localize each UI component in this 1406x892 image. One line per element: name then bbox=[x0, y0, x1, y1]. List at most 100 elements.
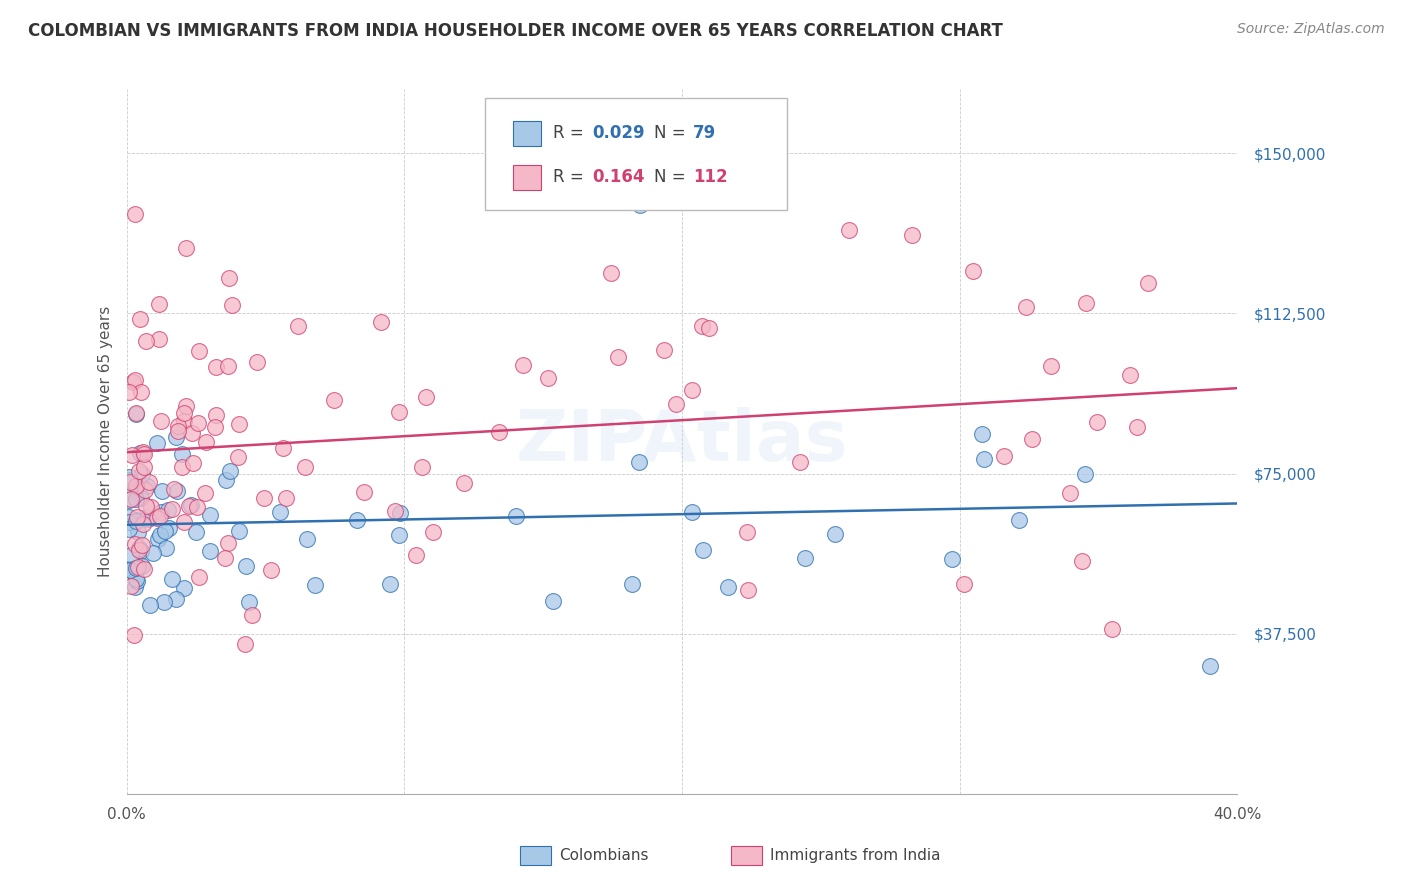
Point bbox=[838, 223, 860, 237]
Point bbox=[219, 464, 242, 478]
Point bbox=[411, 459, 433, 474]
Point bbox=[125, 514, 148, 528]
Point bbox=[388, 405, 411, 419]
Point bbox=[132, 445, 155, 459]
Point bbox=[186, 500, 208, 515]
Point bbox=[139, 598, 162, 612]
Text: 0.029: 0.029 bbox=[592, 124, 644, 142]
Point bbox=[737, 582, 759, 597]
Point bbox=[118, 516, 141, 530]
Point bbox=[180, 498, 202, 512]
Point bbox=[118, 483, 141, 497]
Point bbox=[146, 436, 169, 450]
Point bbox=[378, 577, 401, 591]
Point bbox=[124, 580, 146, 594]
Point bbox=[205, 360, 228, 375]
Point bbox=[127, 560, 149, 574]
Point bbox=[134, 447, 156, 461]
Point bbox=[388, 506, 411, 520]
Point bbox=[124, 374, 146, 388]
Point bbox=[149, 504, 172, 518]
Point bbox=[1085, 415, 1108, 429]
Point bbox=[370, 315, 392, 329]
Point bbox=[1137, 276, 1160, 290]
Point bbox=[129, 491, 152, 506]
Point bbox=[124, 207, 146, 221]
Text: Source: ZipAtlas.com: Source: ZipAtlas.com bbox=[1237, 22, 1385, 37]
Point bbox=[665, 397, 688, 411]
Point bbox=[136, 512, 159, 526]
Point bbox=[127, 525, 149, 540]
Point bbox=[157, 503, 180, 517]
Point bbox=[973, 452, 995, 467]
Point bbox=[118, 562, 141, 576]
Point bbox=[794, 551, 817, 566]
Point bbox=[128, 541, 150, 556]
Point bbox=[163, 482, 186, 496]
Point bbox=[953, 577, 976, 591]
Point bbox=[422, 525, 444, 540]
Point bbox=[118, 384, 141, 399]
Point bbox=[149, 509, 172, 524]
Text: 112: 112 bbox=[693, 169, 728, 186]
Point bbox=[118, 522, 141, 536]
Point bbox=[735, 525, 758, 540]
Point bbox=[415, 390, 437, 404]
Point bbox=[512, 359, 534, 373]
Point bbox=[194, 434, 217, 449]
Point bbox=[607, 350, 630, 364]
Point bbox=[253, 491, 276, 506]
Point bbox=[135, 334, 157, 348]
Point bbox=[135, 479, 157, 493]
Point bbox=[1119, 368, 1142, 382]
Point bbox=[128, 543, 150, 558]
Point bbox=[120, 492, 142, 507]
Point bbox=[134, 460, 156, 475]
Point bbox=[505, 508, 527, 523]
Text: COLOMBIAN VS IMMIGRANTS FROM INDIA HOUSEHOLDER INCOME OVER 65 YEARS CORRELATION : COLOMBIAN VS IMMIGRANTS FROM INDIA HOUSE… bbox=[28, 22, 1002, 40]
Point bbox=[628, 455, 651, 469]
Text: R =: R = bbox=[553, 124, 589, 142]
Point bbox=[962, 264, 984, 278]
Point bbox=[188, 570, 211, 584]
Point bbox=[165, 430, 187, 444]
Point bbox=[132, 516, 155, 531]
Point bbox=[187, 344, 209, 359]
Point bbox=[537, 371, 560, 385]
Point bbox=[652, 343, 675, 358]
Point bbox=[124, 537, 146, 551]
Point bbox=[1015, 300, 1038, 314]
Point bbox=[1021, 432, 1043, 446]
Point bbox=[120, 475, 142, 489]
Point bbox=[717, 580, 740, 594]
Point bbox=[295, 532, 318, 546]
Point bbox=[166, 484, 188, 499]
Point bbox=[271, 441, 294, 455]
Text: R =: R = bbox=[553, 169, 589, 186]
Point bbox=[238, 595, 260, 609]
Point bbox=[173, 516, 195, 530]
Point bbox=[146, 511, 169, 525]
Point bbox=[124, 628, 146, 642]
Point bbox=[1126, 420, 1149, 434]
Point bbox=[150, 414, 173, 428]
Point bbox=[132, 562, 155, 576]
Point bbox=[628, 197, 651, 211]
Point bbox=[129, 384, 152, 399]
Point bbox=[131, 467, 153, 482]
Point bbox=[215, 473, 238, 487]
Point bbox=[128, 312, 150, 326]
Point bbox=[245, 355, 267, 369]
Point bbox=[174, 399, 197, 413]
Point bbox=[125, 407, 148, 421]
Point bbox=[170, 460, 193, 475]
Point bbox=[165, 592, 187, 607]
Point bbox=[146, 532, 169, 546]
Point bbox=[233, 637, 256, 651]
Point bbox=[177, 500, 200, 514]
Point bbox=[1073, 467, 1095, 482]
Point bbox=[1039, 359, 1062, 374]
Point bbox=[136, 509, 159, 524]
Point bbox=[124, 513, 146, 527]
Point bbox=[217, 359, 239, 374]
